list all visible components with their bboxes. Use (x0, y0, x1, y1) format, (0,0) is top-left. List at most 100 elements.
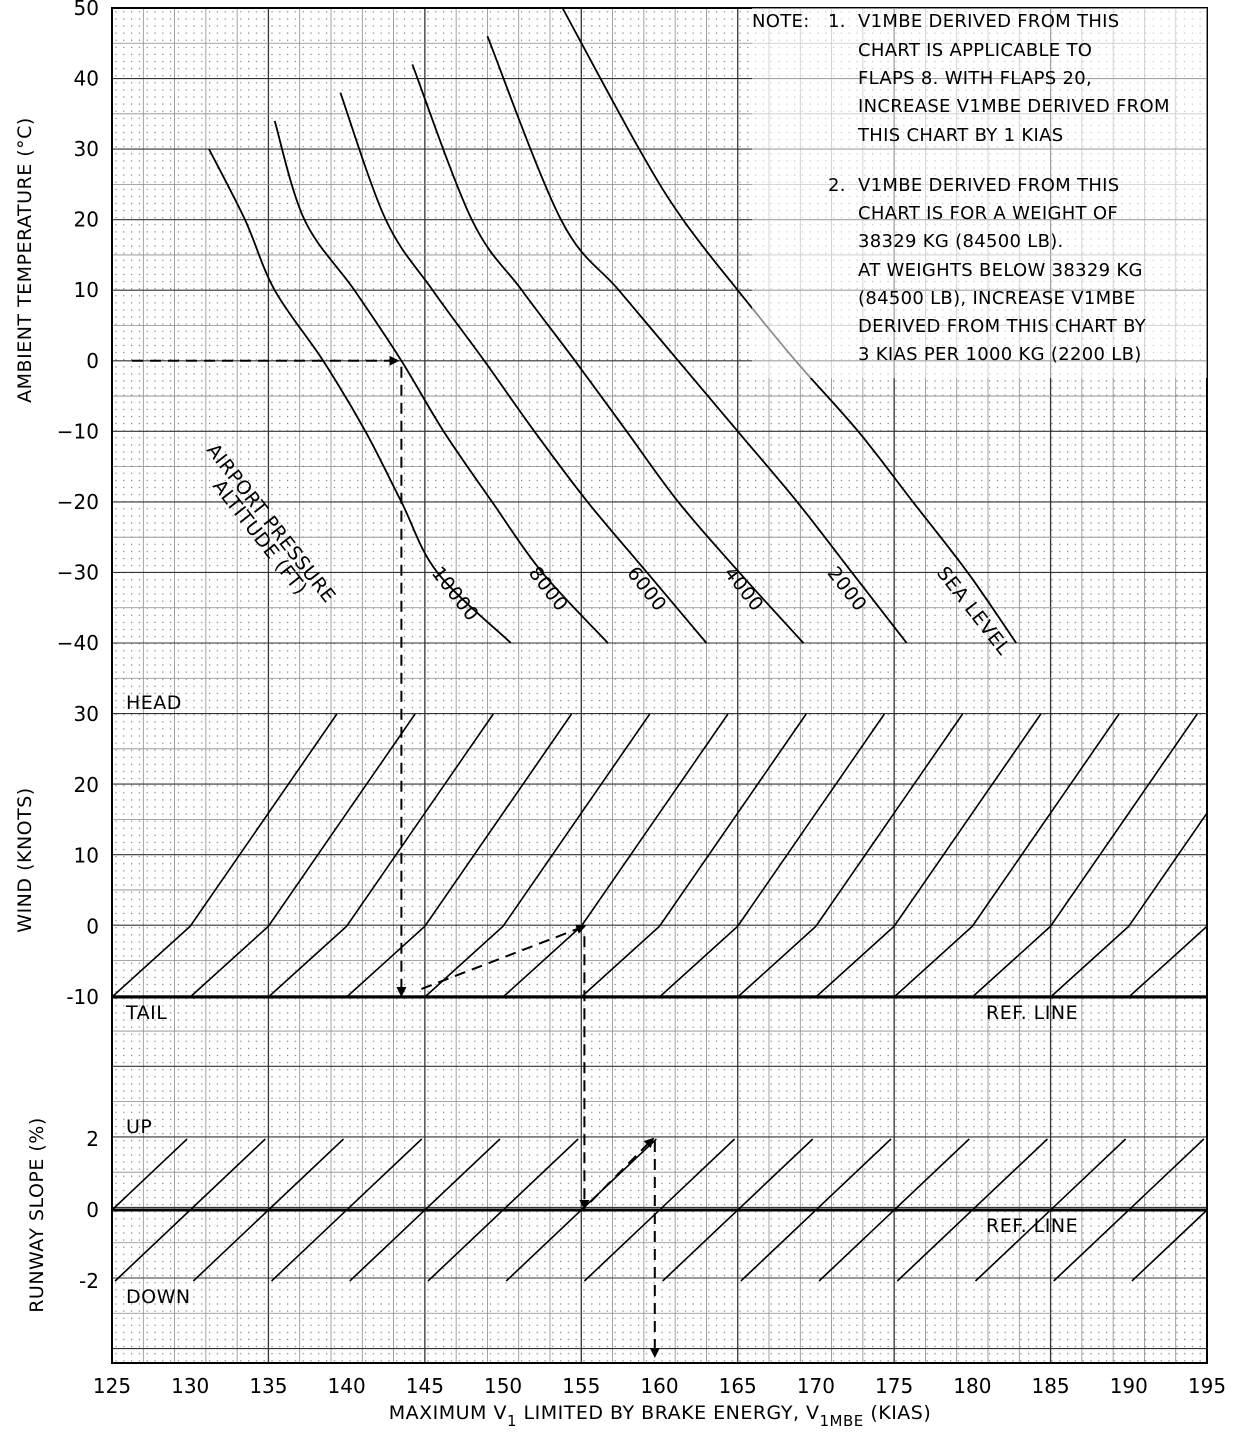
note-prefix: NOTE: (752, 11, 810, 32)
note-1-line-2: CHART IS APPLICABLE TO (858, 40, 1092, 61)
temperature-y-tick-label: 0 (86, 349, 99, 373)
x-axis-title-part-3: (KIAS) (864, 1402, 932, 1424)
wind-guide-line (1128, 925, 1208, 998)
x-tick-label: 155 (562, 1374, 600, 1398)
wind-y-tick-label: 0 (86, 914, 99, 938)
altitude-curve-4000 (411, 64, 805, 644)
slope-guide-lines (111, 1138, 1208, 1282)
temperature-y-tick-label: 50 (74, 0, 99, 20)
wind-guide-line (893, 713, 1120, 998)
example-wind-correction (421, 924, 587, 990)
altitude-curve-6000 (339, 92, 708, 644)
grid (111, 7, 1208, 1364)
slope-guide-line (740, 1138, 892, 1282)
slope-guide-line (818, 1138, 970, 1282)
altitude-curve-8000 (273, 120, 609, 644)
x-axis-title-sub-2: 1MBE (820, 1412, 864, 1430)
tick-labels: 125 130 135 140 145 150 155 160 165 170 175 180 185 1… (57, 0, 1226, 1398)
slope-guide-line (349, 1138, 501, 1282)
x-tick-label: 135 (249, 1374, 287, 1398)
up-label: UP (126, 1116, 152, 1138)
altitude-curve-10000 (208, 148, 512, 644)
slope-y-tick-label: 0 (86, 1198, 99, 1222)
slope-ref-line-label: REF. LINE (986, 1215, 1078, 1237)
wind-y-tick-label: 10 (74, 844, 99, 868)
note-2-line-6: DERIVED FROM THIS CHART BY (858, 316, 1147, 337)
note-background (752, 8, 1207, 378)
note-2-line-3: 38329 KG (84500 LB). (858, 231, 1064, 252)
temperature-y-tick-label: −30 (57, 560, 99, 584)
slope-guide-line (427, 1138, 579, 1282)
note-1-line-4: INCREASE V1MBE DERIVED FROM (858, 96, 1170, 117)
slope-axis-title: RUNWAY SLOPE (%) (26, 1117, 48, 1313)
x-axis-title: MAXIMUM V1 LIMITED BY BRAKE ENERGY, V1MB… (389, 1402, 932, 1430)
x-tick-label: 140 (328, 1374, 366, 1398)
slope-guide-line (111, 1138, 188, 1211)
wind-guide-line (737, 713, 964, 998)
slope-guide-line (505, 1138, 657, 1282)
down-label: DOWN (126, 1286, 191, 1308)
wind-guide-line (971, 713, 1198, 998)
x-tick-label: 145 (406, 1374, 444, 1398)
note-2-line-2: CHART IS FOR A WEIGHT OF (858, 203, 1118, 224)
slope-guide-line (1053, 1138, 1205, 1282)
x-tick-label: 150 (484, 1374, 522, 1398)
wind-guide-line (658, 713, 886, 998)
note-2-number: 2. (828, 175, 846, 196)
temperature-y-tick-label: −40 (57, 631, 99, 655)
x-tick-label: 160 (640, 1374, 678, 1398)
x-axis-title-part-1: MAXIMUM V (389, 1402, 507, 1424)
wind-guide-line (189, 713, 416, 998)
x-tick-label: 125 (93, 1374, 131, 1398)
x-tick-label: 170 (797, 1374, 835, 1398)
wind-y-tick-label: 30 (74, 702, 99, 726)
wind-guide-lines (111, 713, 1208, 998)
wind-guide-line (815, 713, 1042, 998)
temperature-y-tick-label: 40 (74, 67, 99, 91)
temperature-y-tick-label: 20 (74, 208, 99, 232)
note-1-line-3: FLAPS 8. WITH FLAPS 20, (858, 68, 1092, 89)
note-2-line-7: 3 KIAS PER 1000 KG (2200 LB) (858, 344, 1142, 365)
wind-guide-line (346, 713, 573, 998)
x-tick-label: 175 (875, 1374, 913, 1398)
wind-guide-line (424, 713, 651, 998)
x-tick-label: 195 (1188, 1374, 1226, 1398)
note-2-line-4: AT WEIGHTS BELOW 38329 KG (858, 260, 1143, 281)
wind-ref-line-label: REF. LINE (986, 1002, 1078, 1024)
wind-guide-line (502, 713, 729, 998)
note-1-line-1: V1MBE DERIVED FROM THIS (858, 11, 1120, 32)
wind-guide-line (1050, 812, 1208, 998)
tail-label: TAIL (125, 1002, 167, 1024)
wind-y-tick-label: -10 (66, 985, 99, 1009)
temperature-y-tick-label: 10 (74, 278, 99, 302)
temperature-axis-title: AMBIENT TEMPERATURE (°C) (14, 117, 36, 403)
head-label: HEAD (126, 692, 182, 714)
x-tick-label: 130 (171, 1374, 209, 1398)
slope-guide-line (974, 1138, 1127, 1282)
slope-y-tick-label: 2 (86, 1127, 99, 1151)
example-path (132, 355, 660, 1358)
x-tick-label: 165 (719, 1374, 757, 1398)
wind-axis-title: WIND (KNOTS) (14, 787, 36, 932)
x-tick-label: 190 (1110, 1374, 1148, 1398)
slope-guide-line (583, 1138, 736, 1282)
x-axis-title-sub-1: 1 (507, 1412, 517, 1430)
wind-guide-line (111, 713, 338, 998)
temperature-y-tick-label: 30 (74, 137, 99, 161)
x-axis-title-part-2: LIMITED BY BRAKE ENERGY, V (517, 1402, 820, 1424)
temperature-y-tick-label: −20 (57, 490, 99, 514)
note-1-line-5: THIS CHART BY 1 KIAS (857, 125, 1063, 146)
temperature-y-tick-label: −10 (57, 419, 99, 443)
note-2-line-5: (84500 LB), INCREASE V1MBE (858, 288, 1136, 309)
slope-guide-line (1131, 1209, 1208, 1282)
x-tick-label: 185 (1031, 1374, 1069, 1398)
slope-guide-line (271, 1138, 423, 1282)
plot-frame (111, 7, 1208, 1364)
wind-guide-line (267, 713, 494, 998)
note-1-number: 1. (828, 11, 846, 32)
slope-guide-line (662, 1138, 814, 1282)
slope-guide-line (114, 1138, 266, 1282)
wind-guide-line (580, 713, 807, 998)
